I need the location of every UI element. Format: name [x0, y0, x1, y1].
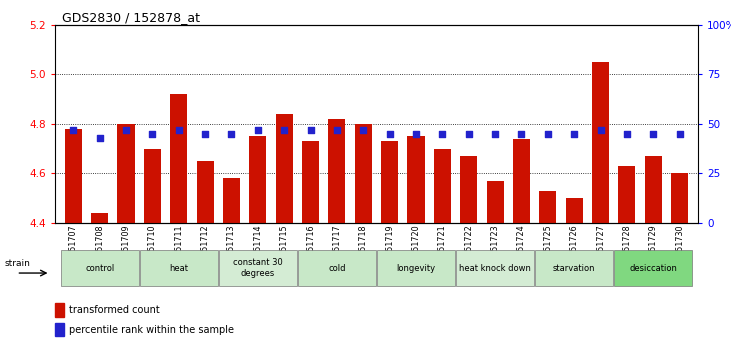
- Bar: [535, 250, 613, 286]
- Point: [331, 127, 343, 133]
- Bar: [118, 124, 135, 223]
- Point: [674, 131, 686, 137]
- Bar: [91, 213, 108, 223]
- Bar: [671, 173, 688, 223]
- Point: [515, 131, 527, 137]
- Text: heat knock down: heat knock down: [459, 264, 531, 273]
- Bar: [170, 94, 187, 223]
- Bar: [381, 141, 398, 223]
- Bar: [302, 141, 319, 223]
- Bar: [461, 156, 477, 223]
- Point: [252, 127, 264, 133]
- Bar: [433, 149, 451, 223]
- Bar: [55, 323, 64, 336]
- Text: desiccation: desiccation: [629, 264, 677, 273]
- Bar: [355, 124, 372, 223]
- Bar: [219, 250, 297, 286]
- Bar: [61, 250, 139, 286]
- Point: [120, 127, 132, 133]
- Bar: [223, 178, 240, 223]
- Bar: [298, 250, 376, 286]
- Point: [384, 131, 395, 137]
- Text: heat: heat: [170, 264, 189, 273]
- Bar: [377, 250, 455, 286]
- Point: [357, 127, 369, 133]
- Bar: [614, 250, 692, 286]
- Point: [436, 131, 448, 137]
- Bar: [618, 166, 635, 223]
- Bar: [645, 156, 662, 223]
- Bar: [566, 198, 583, 223]
- Text: constant 30
degrees: constant 30 degrees: [233, 258, 283, 278]
- Bar: [592, 62, 609, 223]
- Text: starvation: starvation: [553, 264, 596, 273]
- Point: [200, 131, 211, 137]
- Point: [410, 131, 422, 137]
- Point: [595, 127, 607, 133]
- Bar: [276, 114, 292, 223]
- Point: [226, 131, 238, 137]
- Text: GDS2830 / 152878_at: GDS2830 / 152878_at: [62, 11, 200, 24]
- Text: percentile rank within the sample: percentile rank within the sample: [69, 325, 234, 335]
- Text: control: control: [85, 264, 114, 273]
- Point: [568, 131, 580, 137]
- Bar: [487, 181, 504, 223]
- Bar: [513, 139, 530, 223]
- Point: [463, 131, 474, 137]
- Point: [648, 131, 659, 137]
- Bar: [539, 191, 556, 223]
- Bar: [144, 149, 161, 223]
- Bar: [55, 303, 64, 317]
- Point: [305, 127, 317, 133]
- Point: [542, 131, 553, 137]
- Point: [173, 127, 185, 133]
- Point: [279, 127, 290, 133]
- Text: cold: cold: [328, 264, 346, 273]
- Bar: [249, 136, 266, 223]
- Bar: [65, 129, 82, 223]
- Point: [146, 131, 158, 137]
- Point: [621, 131, 633, 137]
- Bar: [456, 250, 534, 286]
- Text: transformed count: transformed count: [69, 305, 160, 315]
- Bar: [140, 250, 218, 286]
- Bar: [328, 119, 346, 223]
- Bar: [407, 136, 425, 223]
- Point: [489, 131, 501, 137]
- Text: strain: strain: [4, 259, 30, 268]
- Bar: [197, 161, 213, 223]
- Point: [67, 127, 79, 133]
- Text: longevity: longevity: [396, 264, 436, 273]
- Point: [94, 135, 105, 141]
